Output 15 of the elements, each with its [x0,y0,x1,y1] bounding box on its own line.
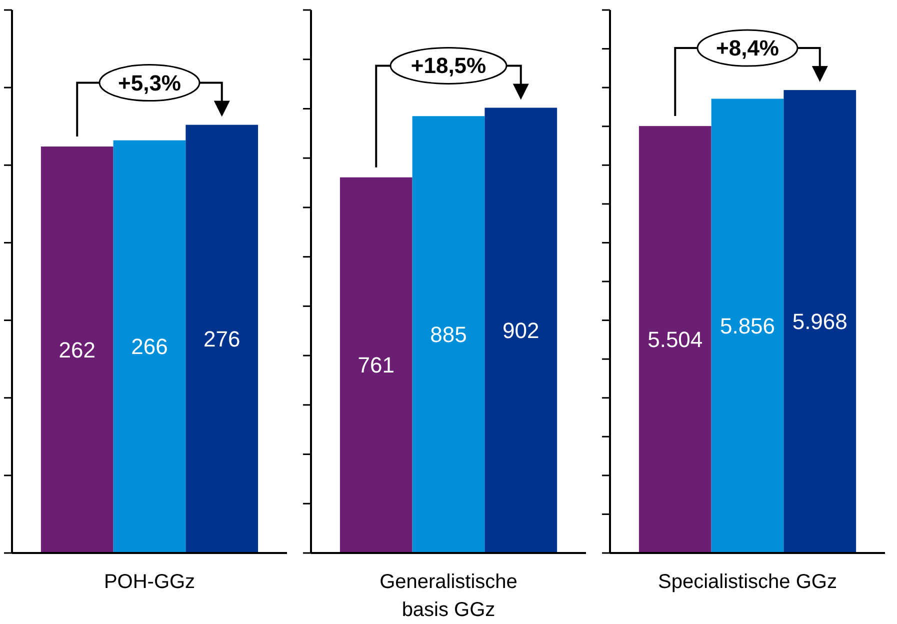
annotation: +18,5% [410,53,486,78]
annotation: +8,4% [716,36,779,61]
data-label: 266 [131,334,168,360]
data-label: 761 [358,352,394,378]
x-axis-title: POH-GGz [104,571,196,593]
annotation: +5,3% [118,70,181,96]
data-label: 276 [204,326,240,352]
x-axis-title: Generalistische basis GGz [380,571,518,621]
data-label: 262 [58,337,96,362]
data-label: 5.504 [648,327,703,352]
data-label: 5.968 [792,309,848,334]
data-label: 5.856 [720,313,776,338]
data-label: 902 [502,318,540,343]
x-axis-title: Specialistische GGz [658,571,837,593]
data-label: 885 [430,322,467,348]
